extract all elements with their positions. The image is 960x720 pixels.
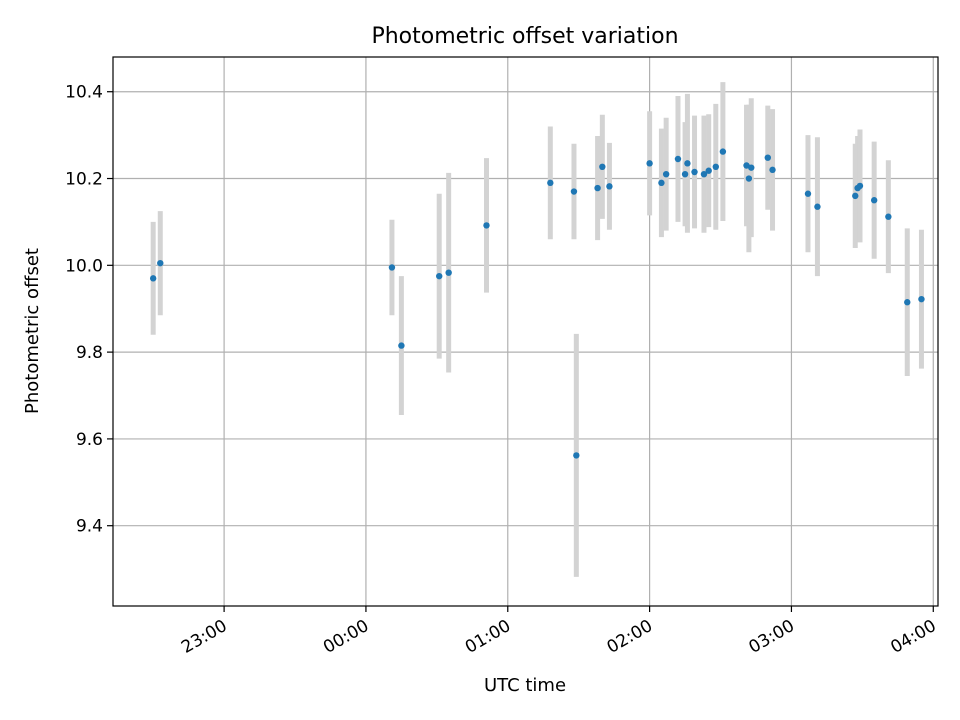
data-point [149,275,157,282]
grid [113,57,938,606]
data-points [149,148,925,459]
data-point [570,188,578,195]
data-point [719,148,727,155]
data-point [904,299,911,306]
data-point [769,166,776,174]
x-tick-label: 04:00 [887,616,939,658]
data-point [700,170,708,178]
data-point [918,295,925,303]
data-point [483,222,490,229]
y-tick-label: 10.2 [65,170,103,190]
y-axis-label: Photometric offset [22,248,43,414]
x-tick-label: 23:00 [178,616,230,658]
data-point [547,179,554,187]
data-point [674,155,682,163]
data-point [764,154,771,161]
y-tick-label: 10.4 [65,83,103,103]
data-point [662,170,670,178]
x-tick-label: 01:00 [462,616,514,658]
data-point [646,160,653,167]
data-point [606,183,613,190]
y-tick-label: 9.6 [76,430,103,450]
data-point [712,163,719,170]
data-point [398,342,405,349]
data-point [681,170,689,178]
data-point [705,167,712,174]
x-tick-label: 03:00 [746,616,798,658]
data-point [691,168,698,176]
data-point [814,203,821,210]
x-tick-label: 00:00 [320,616,372,658]
y-axis-ticks: 9.4 9.6 9.8 10.0 10.2 10.4 [65,83,113,537]
data-point [436,272,443,280]
data-point [748,164,755,171]
y-tick-label: 9.4 [76,517,103,537]
x-axis-ticks: 23:00 00:00 01:00 02:00 03:00 04:00 [178,606,940,658]
data-point [745,175,753,182]
data-point [852,192,859,200]
chart-title: Photometric offset variation [371,24,678,49]
data-point [573,452,580,459]
data-point [856,182,864,190]
data-point [388,264,396,271]
error-bars [150,82,924,577]
data-point [885,213,892,220]
data-point [599,163,606,170]
data-point [684,160,691,167]
data-point [157,259,164,267]
x-tick-label: 02:00 [604,616,656,658]
y-tick-label: 9.8 [76,343,103,363]
data-point [658,179,665,187]
data-point [870,197,878,204]
data-point [804,190,812,197]
plot-frame [112,56,939,607]
data-point [594,184,601,192]
data-point [445,269,452,276]
x-axis-label: UTC time [484,675,566,696]
y-tick-label: 10.0 [65,256,103,276]
